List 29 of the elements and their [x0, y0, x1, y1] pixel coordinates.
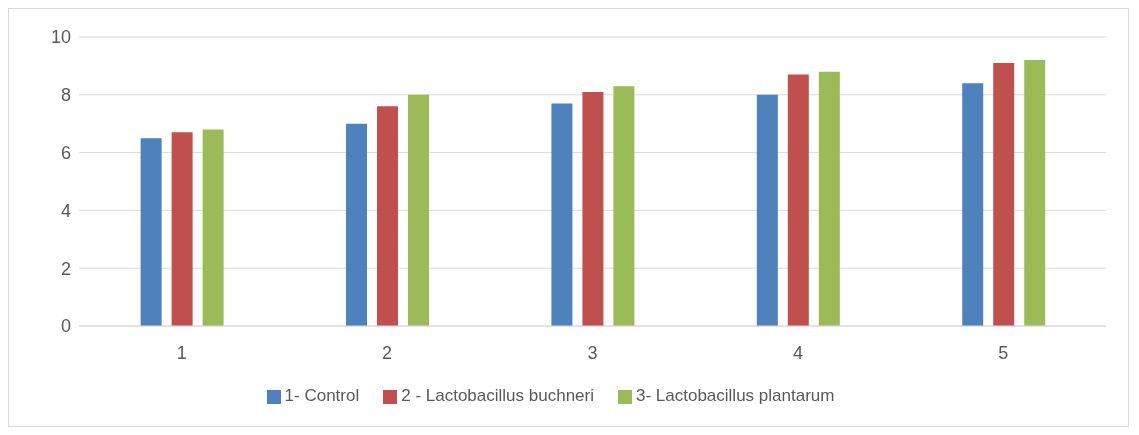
legend-label: 3- Lactobacillus plantarum	[635, 386, 835, 405]
legend-label: 1- Control	[284, 386, 360, 405]
bar	[818, 71, 840, 326]
y-tick-label: 10	[50, 27, 71, 48]
bar	[408, 94, 430, 326]
bar	[756, 94, 778, 326]
x-tick-label: 2	[382, 342, 393, 363]
bar	[377, 106, 399, 326]
bar	[1024, 60, 1046, 326]
x-tick-label: 4	[792, 342, 803, 363]
y-tick-label: 0	[60, 316, 71, 337]
bar	[171, 132, 193, 326]
bar	[993, 63, 1015, 326]
bar	[613, 86, 635, 326]
x-tick-label: 1	[176, 342, 187, 363]
y-tick-label: 6	[60, 142, 71, 163]
legend-label: 2 - Lactobacillus buchneri	[401, 386, 594, 405]
x-tick-label: 3	[587, 342, 598, 363]
bar	[787, 74, 809, 326]
y-tick-label: 4	[60, 200, 71, 221]
bar	[551, 103, 573, 326]
bar	[962, 83, 984, 326]
bar	[202, 129, 224, 326]
bar	[346, 123, 368, 326]
y-tick-label: 8	[60, 85, 71, 106]
bar	[582, 91, 604, 326]
x-tick-label: 5	[998, 342, 1009, 363]
y-tick-label: 2	[60, 258, 71, 279]
bar	[140, 138, 162, 326]
